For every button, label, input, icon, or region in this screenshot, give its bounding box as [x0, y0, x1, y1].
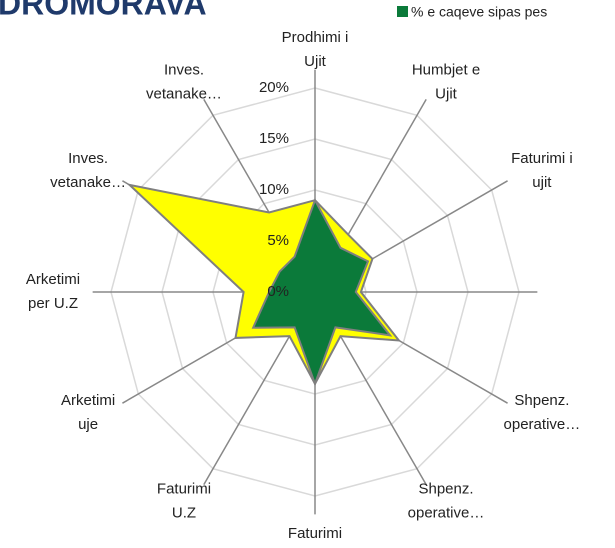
category-label: operative… — [408, 505, 485, 522]
category-label: ujit — [532, 174, 552, 191]
r-tick-label: 15% — [259, 130, 289, 147]
category-label: Shpenz. — [514, 392, 569, 409]
category-label: operative… — [504, 416, 581, 433]
category-label: uje — [78, 416, 98, 433]
category-label: Arketimi — [61, 392, 115, 409]
category-label: Prodhimi i — [282, 29, 349, 46]
category-label: Arketimi — [26, 271, 80, 288]
category-label: Inves. — [164, 61, 204, 78]
category-label: vetanake… — [50, 174, 126, 191]
r-tick-label: 5% — [267, 232, 289, 249]
category-label: vetanake… — [146, 85, 222, 102]
category-label: Faturimi i — [511, 150, 573, 167]
chart-title: DROMORAVA — [0, 0, 207, 21]
category-label: Humbjet e — [412, 61, 480, 78]
category-label: Shpenz. — [418, 481, 473, 498]
category-label: U.Z — [172, 505, 196, 522]
r-tick-label: 0% — [267, 283, 289, 300]
series-area — [251, 197, 393, 387]
category-label: Faturimi — [157, 481, 211, 498]
category-label: Ujit — [435, 85, 457, 102]
category-label: Inves. — [68, 150, 108, 167]
legend-swatch — [397, 6, 408, 17]
r-tick-label: 10% — [259, 181, 289, 198]
r-tick-label: 20% — [259, 79, 289, 96]
category-label: Ujit — [304, 53, 326, 70]
legend-label: % e caqeve sipas pes — [411, 4, 547, 20]
category-label: per U.Z — [28, 295, 78, 312]
category-label: Faturimi — [288, 525, 342, 542]
